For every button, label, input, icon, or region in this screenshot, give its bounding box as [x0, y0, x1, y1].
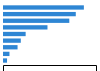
bar [3, 12, 76, 16]
bar [3, 45, 18, 49]
bar [3, 58, 7, 62]
plot-area [3, 5, 97, 71]
x-axis-line [4, 66, 97, 71]
x-axis [4, 66, 97, 71]
bar [3, 19, 69, 23]
bar [3, 52, 9, 56]
bar [3, 25, 47, 29]
bar [3, 32, 26, 36]
bar [3, 5, 84, 9]
bars [3, 5, 84, 62]
bar [3, 38, 21, 42]
chart [0, 0, 100, 71]
